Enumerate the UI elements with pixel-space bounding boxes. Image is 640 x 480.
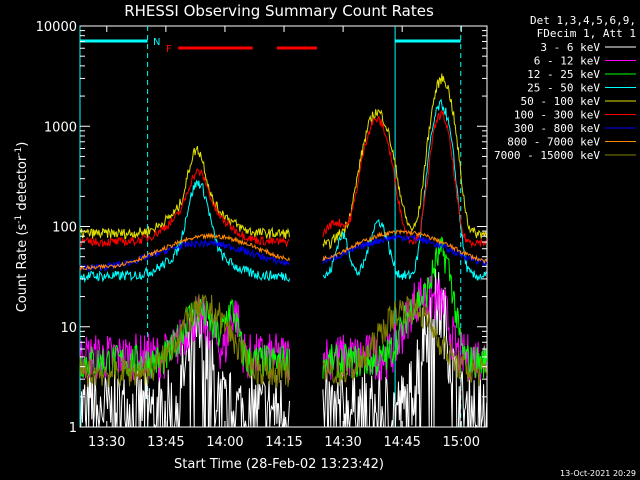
series-line <box>79 308 290 429</box>
series-line <box>79 179 290 284</box>
y-tick-label: 1000 <box>44 120 77 135</box>
legend-entry-label: 3 - 6 keV <box>540 41 600 54</box>
legend-entry-label: 12 - 25 keV <box>527 68 600 81</box>
flag-n-label: N <box>153 37 160 48</box>
x-tick-label: 14:45 <box>383 435 420 450</box>
legend-header-line-2: FDecim 1, Att 1 <box>537 27 636 40</box>
x-tick-label: 15:00 <box>443 435 480 450</box>
series-line <box>322 228 488 264</box>
series-line <box>79 232 290 271</box>
legend-entry-label: 7000 - 15000 keV <box>494 149 600 162</box>
y-axis-label: Count Rate (s-1 detector-1) <box>14 142 30 313</box>
series-line <box>79 239 290 272</box>
legend: Det 1,3,4,5,6,9, FDecim 1, Att 1 3 - 6 k… <box>494 14 636 162</box>
footer-date: 13-Oct-2021 20:29 <box>560 469 636 478</box>
series-line <box>79 145 290 240</box>
series-line <box>322 236 488 379</box>
legend-entry-label: 300 - 800 keV <box>514 122 600 135</box>
x-tick-label: 13:45 <box>147 435 184 450</box>
chart-title: RHESSI Observing Summary Count Rates <box>124 2 434 20</box>
x-tick-label: 14:00 <box>206 435 243 450</box>
legend-entry-label: 800 - 7000 keV <box>507 136 600 149</box>
legend-entry-label: 25 - 50 keV <box>527 82 600 95</box>
y-tick-label: 10000 <box>36 20 77 35</box>
x-axis-ticks: 13:30 13:45 14:00 14:15 14:30 14:45 15:00 <box>88 26 480 450</box>
y-tick-label: 10 <box>60 321 77 336</box>
x-tick-label: 14:15 <box>265 435 302 450</box>
legend-entry-label: 6 - 12 keV <box>534 55 601 68</box>
series-line <box>322 268 488 429</box>
y-tick-label: 1 <box>69 421 77 436</box>
legend-entry-label: 100 - 300 keV <box>514 109 600 122</box>
x-tick-label: 13:30 <box>88 435 125 450</box>
series-line <box>322 73 488 250</box>
y-tick-label: 100 <box>52 221 77 236</box>
series-line <box>322 233 488 268</box>
x-axis-label: Start Time (28-Feb-02 13:23:42) <box>174 457 384 472</box>
series-line <box>79 294 290 389</box>
flag-f-label: F <box>166 44 172 55</box>
legend-header-line-1: Det 1,3,4,5,6,9, <box>530 14 636 27</box>
legend-entry-label: 50 - 100 keV <box>521 95 601 108</box>
x-tick-label: 14:30 <box>324 435 361 450</box>
plot-area <box>79 26 488 429</box>
series-line <box>322 294 488 387</box>
series-line <box>79 168 290 249</box>
y-axis-ticks: 1 10 100 1000 10000 <box>36 20 487 436</box>
